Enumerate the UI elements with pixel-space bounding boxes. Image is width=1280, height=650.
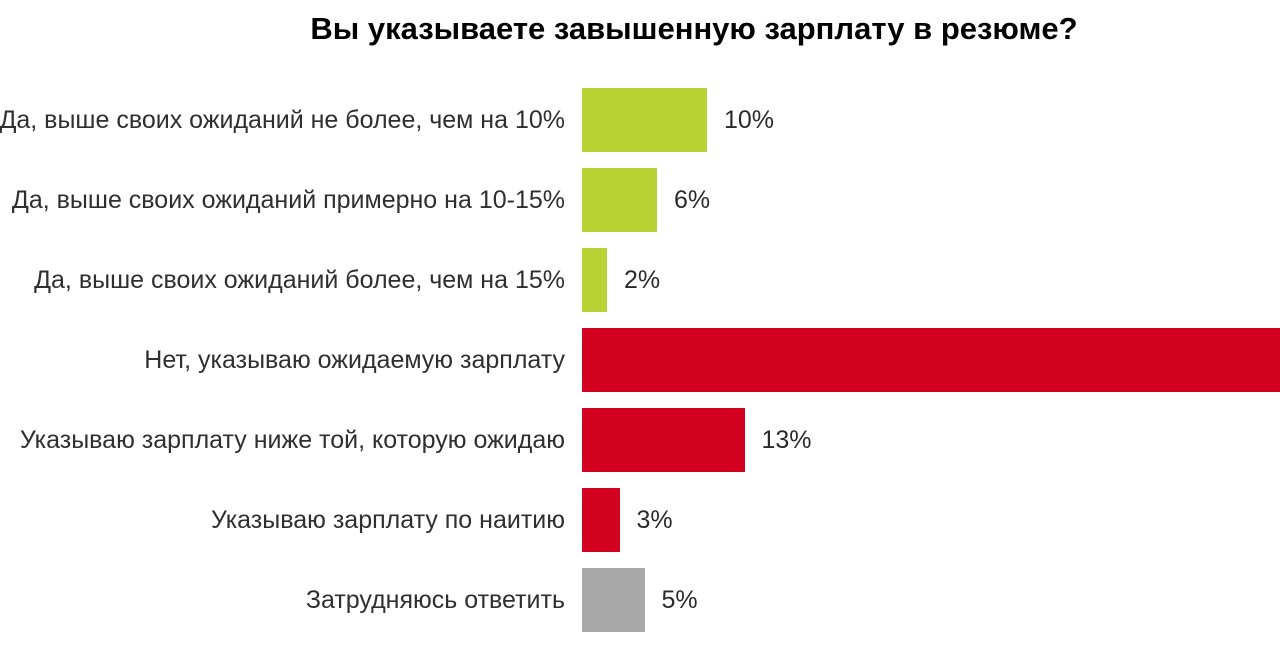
category-label: Нет, указываю ожидаемую зарплату xyxy=(144,346,565,374)
bar-row: Затрудняюсь ответить 5% xyxy=(0,568,1280,632)
bar xyxy=(582,88,707,152)
bar-row: Да, выше своих ожиданий примерно на 10-1… xyxy=(0,168,1280,232)
bar xyxy=(582,408,745,472)
bar-row: Да, выше своих ожиданий более, чем на 15… xyxy=(0,248,1280,312)
bar xyxy=(582,488,620,552)
category-label: Затрудняюсь ответить xyxy=(305,586,565,614)
chart-title: Вы указываете завышенную зарплату в резю… xyxy=(310,11,1078,46)
category-label: Указываю зарплату по наитию xyxy=(210,506,565,534)
value-label: 13% xyxy=(761,426,812,454)
bar xyxy=(582,168,657,232)
bar xyxy=(582,248,607,312)
value-label: 5% xyxy=(661,586,698,614)
category-label: Указываю зарплату ниже той, которую ожид… xyxy=(19,426,565,454)
bar xyxy=(582,328,1280,392)
value-label: 3% xyxy=(636,506,673,534)
category-label: Да, выше своих ожиданий не более, чем на… xyxy=(0,106,565,134)
value-label: 10% xyxy=(724,106,775,134)
bar-row: Указываю зарплату ниже той, которую ожид… xyxy=(0,408,1280,472)
category-label: Да, выше своих ожиданий примерно на 10-1… xyxy=(11,186,565,214)
value-label: 6% xyxy=(674,186,711,214)
bar-row: Да, выше своих ожиданий не более, чем на… xyxy=(0,88,1280,152)
bar xyxy=(582,568,645,632)
category-label: Да, выше своих ожиданий более, чем на 15… xyxy=(34,266,565,294)
bar-row: Указываю зарплату по наитию 3% xyxy=(0,488,1280,552)
bar-row: Нет, указываю ожидаемую зарплату xyxy=(0,328,1280,392)
value-label: 2% xyxy=(624,266,661,294)
